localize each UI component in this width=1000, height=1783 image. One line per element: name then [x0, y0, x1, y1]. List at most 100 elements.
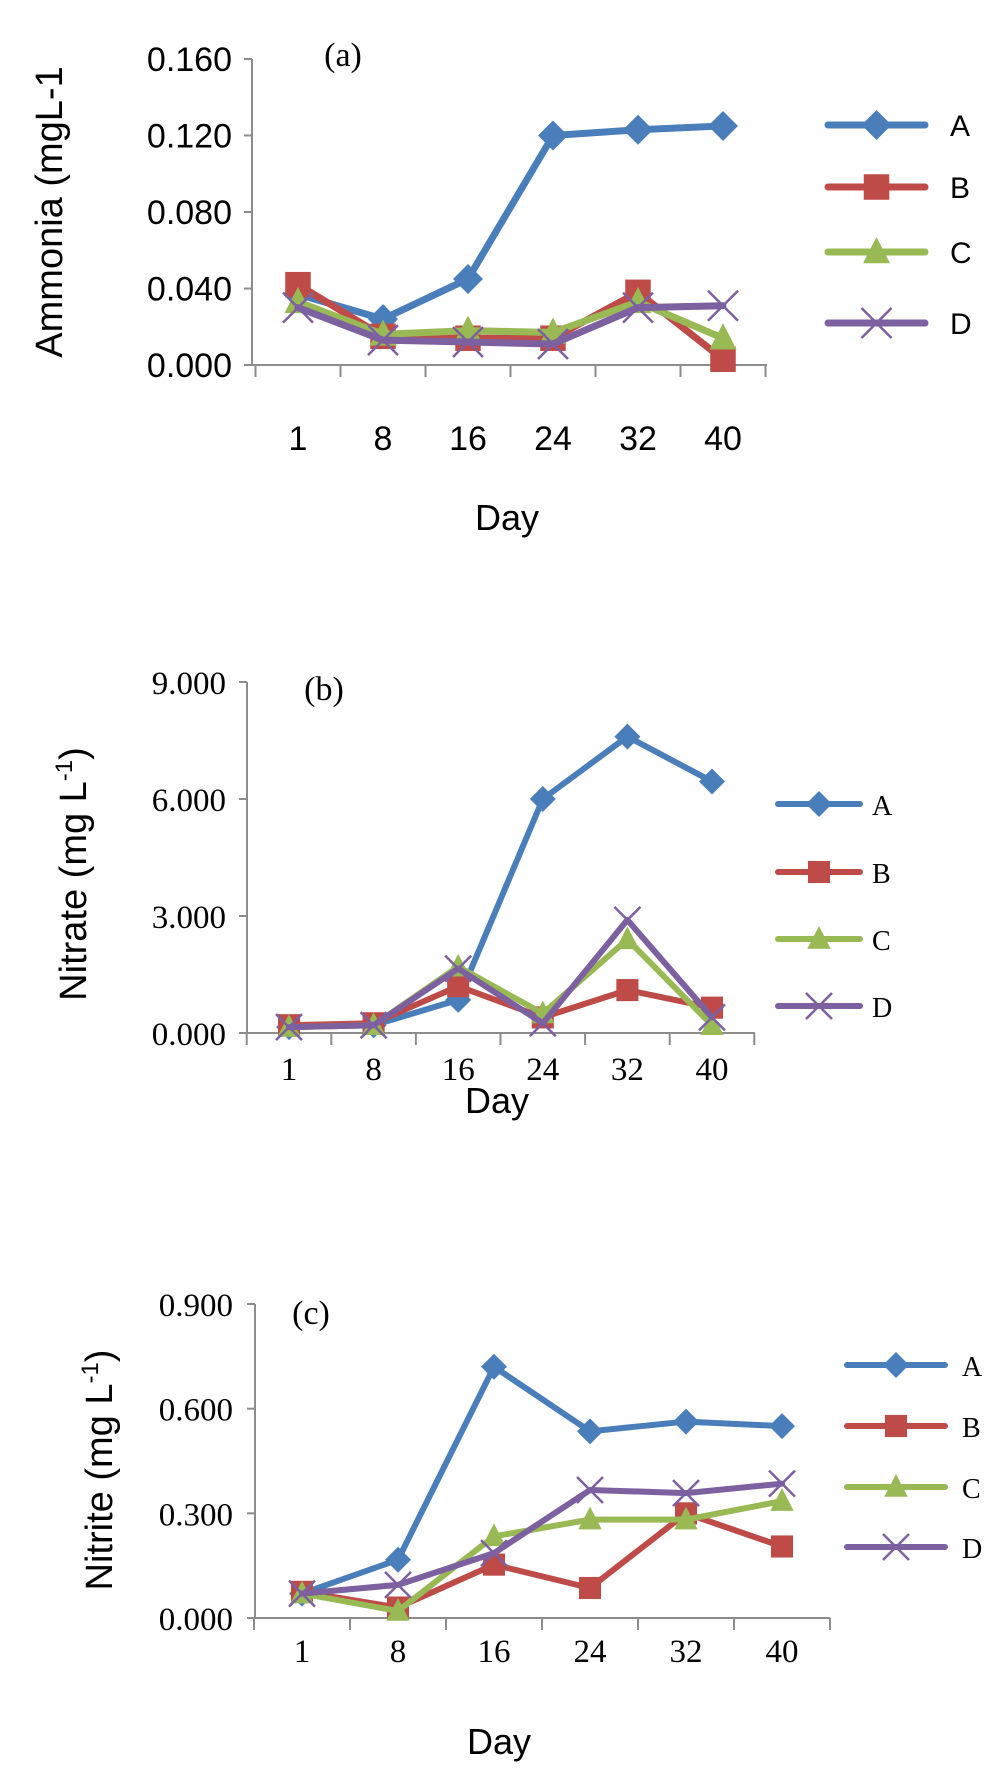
y-axis-title-text: ): [79, 1350, 121, 1363]
x-tick-label: 16: [442, 1052, 475, 1088]
legend-item-C: C: [844, 1474, 981, 1505]
x-tick-label: 24: [534, 420, 572, 458]
x-tick-label: 32: [619, 420, 657, 458]
panel-label: (c): [292, 1295, 330, 1332]
data-point-A-32: [614, 723, 641, 750]
series-D: [275, 906, 726, 1042]
y-tick-label: 9.000: [152, 666, 226, 702]
legend-label: B: [872, 859, 891, 890]
data-point-B-16: [447, 975, 470, 998]
legend-item-A: A: [775, 791, 893, 822]
data-point-D-32: [672, 1479, 700, 1507]
x-tick-label: 40: [704, 420, 742, 458]
data-point-A-8: [385, 1546, 411, 1573]
y-tick-label: 0.120: [147, 118, 232, 156]
series-C: [277, 926, 724, 1037]
legend-marker-x: [805, 992, 833, 1020]
legend-item-D: D: [824, 307, 972, 341]
x-tick-label: 8: [374, 420, 393, 458]
data-point-C-16: [482, 1523, 506, 1547]
legend-item-C: C: [775, 926, 891, 957]
data-point-D-8: [384, 1570, 412, 1599]
series-line-D: [294, 302, 727, 348]
legend-label: C: [950, 237, 972, 270]
data-point-D-24: [528, 1009, 557, 1038]
legend-item-D: D: [844, 1533, 982, 1565]
x-tick-label: 40: [766, 1634, 799, 1670]
y-tick-label: 3.000: [152, 900, 226, 936]
data-point-B-40: [710, 346, 736, 373]
legend-item-D: D: [775, 992, 892, 1024]
y-tick-label: 0.300: [159, 1497, 233, 1533]
legend-item-B: B: [775, 859, 891, 890]
y-axis-title: Nitrate (mg L-1): [51, 747, 95, 1001]
series-line-A: [294, 122, 727, 323]
data-point-A-16: [453, 263, 483, 294]
y-axis-title: Ammonia (mgL-1: [29, 66, 71, 357]
data-point-D-8: [359, 1011, 388, 1040]
series-A: [289, 1353, 795, 1607]
series-line-A: [299, 1363, 785, 1597]
legend-item-A: A: [824, 110, 970, 143]
chart-b: 0.000 3.000 6.000 9.000 1 8 16 24 32 40 Day Nitrate…: [51, 666, 893, 1121]
series-A: [283, 110, 738, 335]
x-tick-label: 16: [478, 1634, 511, 1670]
y-axis-title-superscript: -1: [51, 760, 78, 781]
data-point-C-24: [578, 1506, 602, 1530]
data-point-D-8: [367, 324, 399, 357]
data-point-A-40: [708, 110, 738, 141]
data-point-D-16: [452, 326, 484, 358]
legend-marker-square: [863, 174, 890, 200]
legend-label: D: [962, 1534, 982, 1565]
data-point-C-40: [709, 323, 737, 350]
data-point-A-32: [623, 114, 653, 145]
y-axis-title-text: Nitrite (mg L: [79, 1384, 121, 1591]
data-point-B-40: [770, 1535, 794, 1558]
legend-item-B: B: [844, 1413, 981, 1444]
x-axis-title: Day: [465, 1080, 529, 1121]
legend-label: C: [872, 926, 891, 957]
data-point-A-24: [538, 120, 568, 151]
x-tick-label: 8: [390, 1634, 407, 1670]
legend-marker-triangle: [884, 1474, 908, 1497]
x-tick-label: 16: [449, 420, 487, 458]
legend-label: A: [872, 791, 893, 822]
data-point-A-40: [769, 1413, 795, 1440]
legend-marker-diamond: [883, 1352, 909, 1378]
x-tick-label: 32: [611, 1052, 644, 1088]
legend-label: D: [872, 993, 892, 1024]
data-point-D-1: [288, 1579, 316, 1608]
series-C: [290, 1488, 794, 1621]
legend-marker-diamond: [806, 791, 832, 817]
data-point-C-40: [700, 1012, 724, 1035]
y-axis-title: Nitrite (mg L-1): [77, 1350, 121, 1591]
data-point-D-32: [613, 906, 642, 934]
data-point-C-32: [674, 1506, 698, 1530]
legend-label: B: [962, 1413, 981, 1444]
legend-marker-diamond: [861, 110, 892, 140]
y-axis-title-text: ): [53, 747, 95, 760]
legend-marker-x: [882, 1533, 910, 1561]
y-tick-label: 0.600: [159, 1393, 233, 1429]
series-line-A: [286, 733, 715, 1031]
legend-marker-triangle: [807, 926, 831, 949]
x-axis-title: Day: [467, 1721, 531, 1762]
x-tick-label: 32: [670, 1634, 703, 1670]
data-point-D-40: [768, 1469, 796, 1498]
data-point-D-16: [480, 1539, 508, 1567]
series-line-D: [299, 1480, 785, 1597]
data-point-A-24: [529, 786, 556, 812]
y-tick-label: 6.000: [152, 783, 226, 819]
series-line-D: [286, 916, 715, 1031]
x-tick-label: 1: [289, 420, 308, 458]
data-point-C-8: [386, 1598, 410, 1621]
series-line-C: [286, 936, 715, 1031]
series-line-C: [299, 1498, 785, 1615]
legend-item-A: A: [844, 1352, 983, 1383]
panel-label: (a): [324, 37, 362, 74]
data-point-C-40: [770, 1488, 794, 1511]
panel-label: (b): [304, 671, 344, 708]
y-tick-label: 0.000: [152, 1017, 226, 1053]
x-tick-label: 24: [574, 1634, 607, 1670]
chart-a: 0.000 0.040 0.080 0.120 0.160 1 8 16 24 32 40 Day Am…: [29, 37, 972, 538]
